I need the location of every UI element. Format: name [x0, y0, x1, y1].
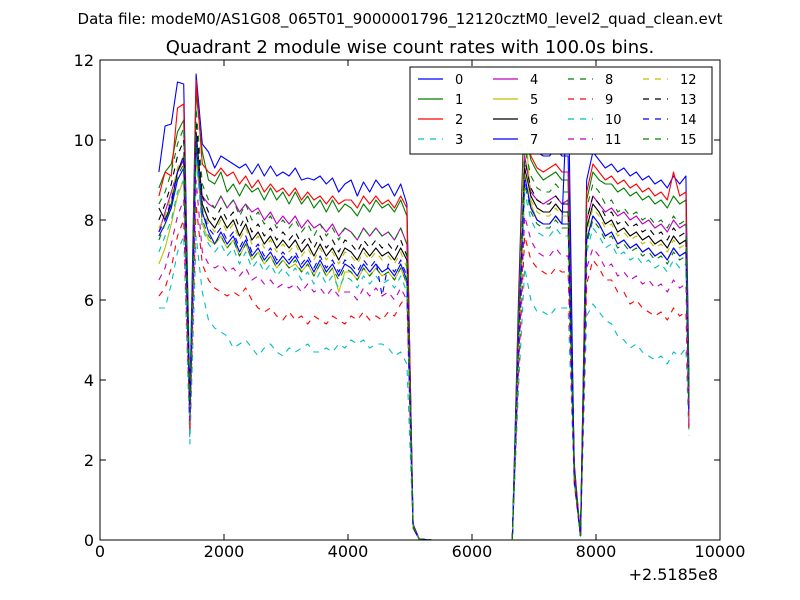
legend-label-2: 2 [455, 113, 463, 128]
y-tick-label: 8 [84, 211, 94, 230]
x-offset-label: +2.5185e8 [629, 565, 718, 584]
legend-label-3: 3 [455, 133, 463, 148]
figure-suptitle: Data file: modeM0/AS1G08_065T01_90000017… [78, 10, 723, 29]
x-tick-label: 0 [95, 542, 105, 561]
series-line-8 [158, 139, 690, 541]
legend-label-6: 6 [530, 113, 538, 128]
legend-label-13: 13 [680, 93, 697, 108]
x-tick-label: 10000 [695, 542, 746, 561]
x-tick-label: 8000 [576, 542, 617, 561]
legend-label-5: 5 [530, 93, 538, 108]
legend-label-15: 15 [680, 133, 697, 148]
legend-label-14: 14 [680, 113, 697, 128]
y-tick-label: 4 [84, 371, 94, 390]
series-line-10 [158, 155, 690, 541]
y-tick-label: 12 [74, 51, 94, 70]
series-line-4 [158, 139, 690, 541]
y-tick-label: 6 [84, 291, 94, 310]
series-line-3 [158, 235, 690, 541]
x-tick-label: 4000 [328, 542, 369, 561]
series-line-12 [158, 135, 690, 541]
legend-frame [409, 66, 713, 155]
legend-label-0: 0 [455, 73, 463, 88]
y-tick-label: 10 [74, 131, 94, 150]
series-line-14 [158, 135, 690, 541]
series-line-5 [158, 115, 690, 541]
legend-label-9: 9 [605, 93, 613, 108]
legend-label-1: 1 [455, 93, 463, 108]
legend-label-12: 12 [680, 73, 697, 88]
series-line-13 [158, 119, 690, 541]
legend-label-11: 11 [605, 133, 622, 148]
legend-label-10: 10 [605, 113, 622, 128]
y-tick-label: 0 [84, 531, 94, 550]
chart-title: Quadrant 2 module wise count rates with … [166, 37, 655, 58]
legend-label-7: 7 [530, 133, 538, 148]
series-line-1 [158, 91, 690, 541]
plot-frame [99, 59, 721, 541]
legend-label-8: 8 [605, 73, 613, 88]
legend-label-4: 4 [530, 73, 538, 88]
x-tick-label: 2000 [204, 542, 245, 561]
series-line-15 [158, 107, 690, 541]
x-tick-label: 6000 [452, 542, 493, 561]
y-tick-label: 2 [84, 451, 94, 470]
